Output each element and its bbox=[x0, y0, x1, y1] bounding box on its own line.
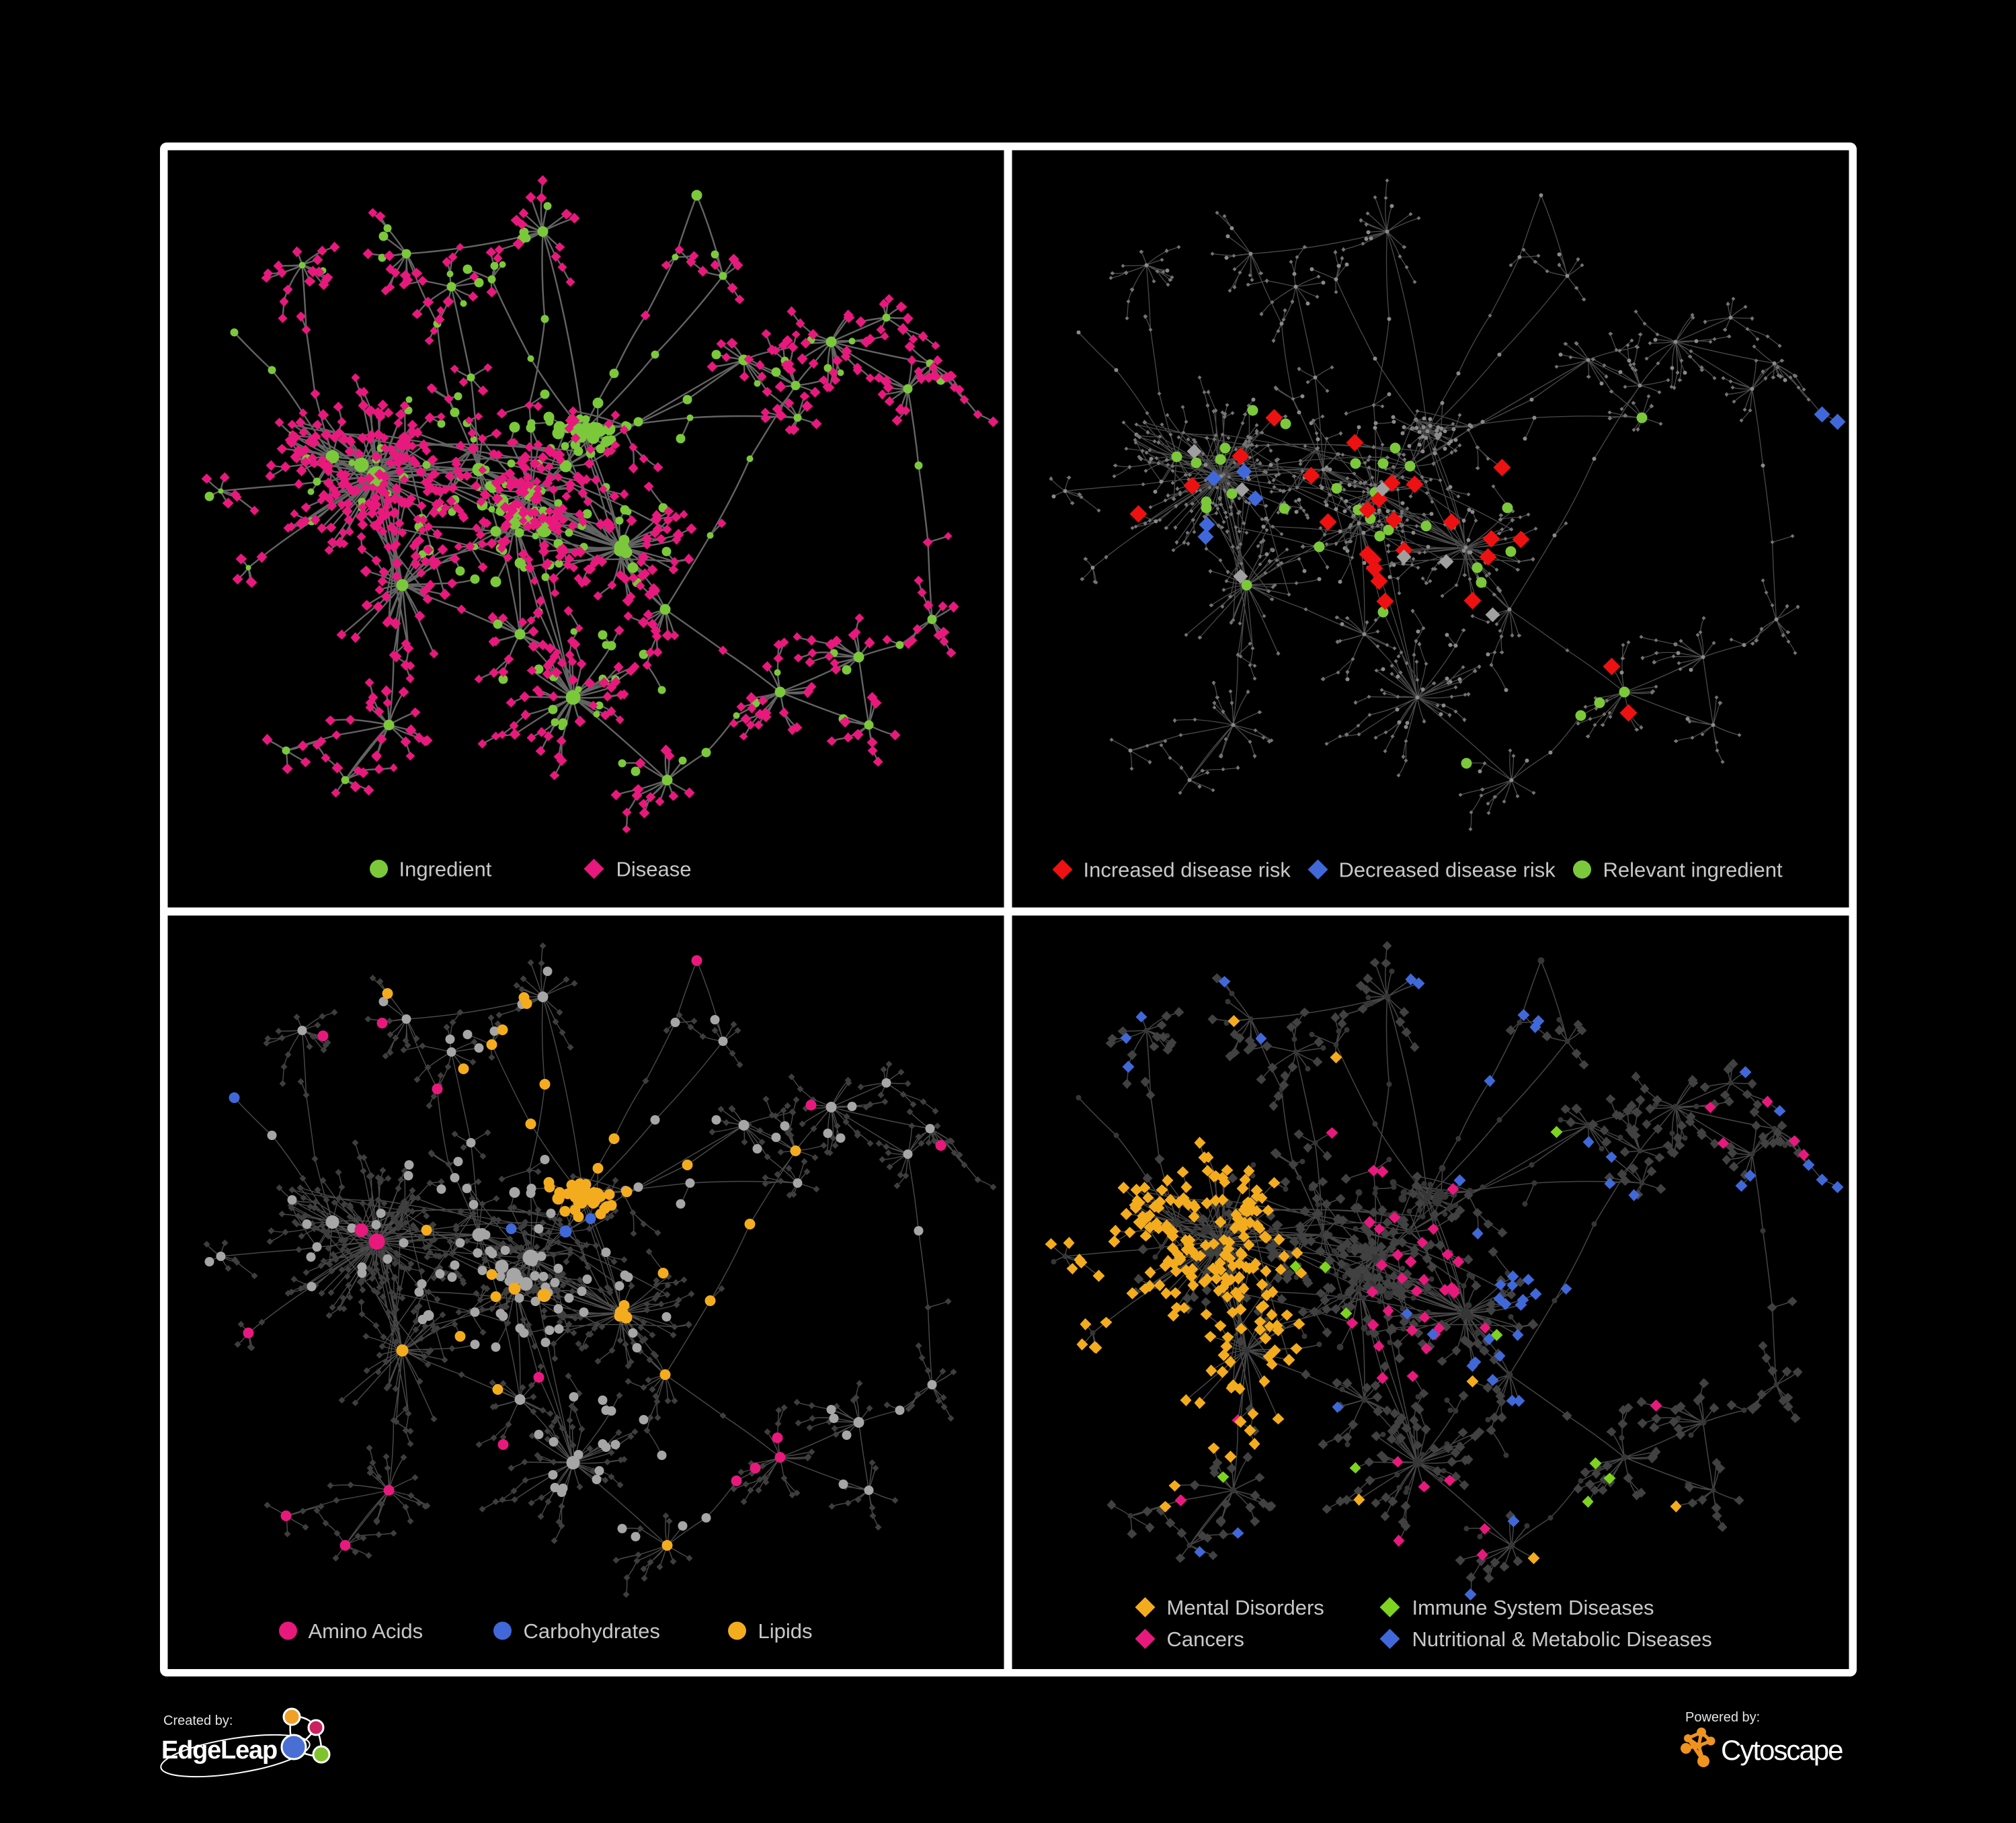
svg-text:Cancers: Cancers bbox=[1167, 1627, 1244, 1651]
svg-text:Amino Acids: Amino Acids bbox=[309, 1619, 424, 1643]
svg-text:Carbohydrates: Carbohydrates bbox=[524, 1619, 660, 1643]
svg-text:Powered by:: Powered by: bbox=[1685, 1710, 1760, 1725]
svg-text:Immune System Diseases: Immune System Diseases bbox=[1412, 1596, 1654, 1619]
svg-text:Created by:: Created by: bbox=[163, 1713, 233, 1728]
svg-text:Nutritional & Metabolic Diseas: Nutritional & Metabolic Diseases bbox=[1412, 1627, 1712, 1651]
svg-text:Lipids: Lipids bbox=[758, 1619, 813, 1643]
svg-text:Cytoscape: Cytoscape bbox=[1721, 1734, 1843, 1766]
svg-text:Mental Disorders: Mental Disorders bbox=[1167, 1596, 1324, 1619]
svg-text:Decreased disease risk: Decreased disease risk bbox=[1339, 858, 1556, 882]
svg-text:Increased disease risk: Increased disease risk bbox=[1084, 858, 1291, 882]
svg-text:Disease: Disease bbox=[616, 858, 692, 881]
svg-text:Relevant ingredient: Relevant ingredient bbox=[1603, 858, 1783, 882]
svg-text:Ingredient: Ingredient bbox=[399, 858, 492, 881]
svg-text:EdgeLeap: EdgeLeap bbox=[161, 1736, 277, 1765]
